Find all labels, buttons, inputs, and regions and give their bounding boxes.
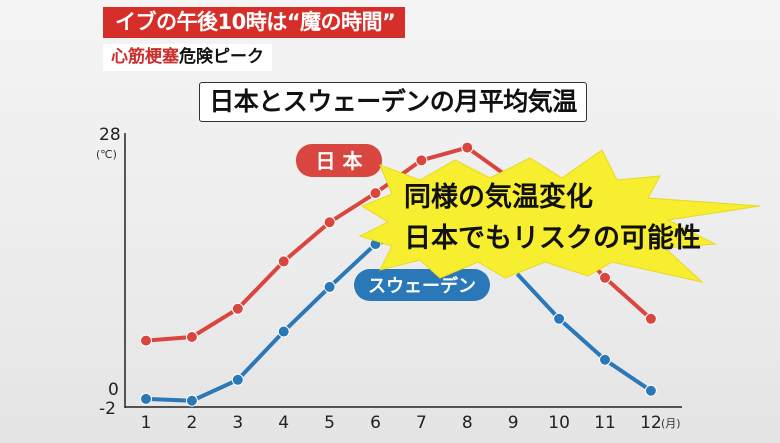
x-tick-label: 2 [186, 413, 197, 433]
data-point-sweden [599, 353, 611, 366]
chart-title: 日本とスウェーデンの月平均気温 [199, 82, 587, 122]
x-tick-label: 7 [416, 413, 427, 433]
y-unit-label: (℃) [96, 148, 117, 161]
data-point-sweden [231, 373, 244, 386]
data-point-japan [231, 302, 244, 315]
burst-line1: 同様の気温変化 [404, 181, 593, 213]
headline-caption: イブの午後10時は“魔の時間” [103, 7, 406, 38]
legend-sweden-pill [354, 269, 490, 301]
x-tick-label: 3 [232, 413, 243, 433]
legend-japan: 日 本 [296, 144, 382, 177]
data-point-japan [369, 187, 382, 200]
subheadline-black-text: 危険ピーク [179, 47, 264, 67]
data-point-sweden [277, 325, 290, 338]
legend-sweden-label: スウェーデン [368, 275, 476, 297]
data-point-japan [644, 312, 657, 325]
x-unit-label: (月) [661, 417, 681, 430]
data-point-japan [415, 154, 428, 167]
subheadline-red-text: 心筋梗塞 [111, 47, 179, 67]
subheadline-caption: 心筋梗塞危険ピーク [103, 44, 272, 71]
x-tick-label: 5 [324, 413, 335, 433]
y-tick-label: 28 [99, 125, 121, 145]
x-tick-label: 9 [508, 413, 519, 433]
data-point-japan [185, 331, 198, 343]
legend-japan-label: 日 本 [316, 149, 363, 173]
legend-sweden: スウェーデン [354, 269, 490, 301]
data-point-japan [323, 216, 336, 229]
x-tick-label: 4 [278, 413, 289, 433]
data-point-japan [599, 271, 611, 284]
x-tick-label: 11 [594, 413, 616, 433]
data-point-sweden [553, 312, 566, 325]
data-point-japan [140, 334, 152, 347]
data-point-sweden [644, 384, 657, 397]
x-tick-label: 10 [548, 413, 570, 433]
burst-line2: 日本でもリスクの可能性 [404, 222, 701, 254]
data-point-sweden [323, 280, 336, 293]
burst-shape [358, 149, 761, 283]
y-tick-label: 0 [108, 380, 119, 400]
x-tick-label: 1 [141, 413, 152, 433]
data-point-sweden [185, 394, 198, 407]
x-tick-label: 12 [640, 413, 662, 433]
y-tick-label: -2 [99, 399, 116, 419]
data-point-sweden [140, 392, 152, 405]
burst-callout: 同様の気温変化 日本でもリスクの可能性 [358, 149, 761, 283]
x-tick-label: 8 [462, 413, 473, 433]
data-point-japan [277, 255, 290, 268]
data-point-japan [461, 141, 474, 154]
legend-japan-pill [296, 144, 382, 177]
x-tick-label: 6 [370, 413, 381, 433]
x-tick-labels: 1 2 3 4 5 6 7 8 9 10 11 12 [141, 413, 662, 433]
